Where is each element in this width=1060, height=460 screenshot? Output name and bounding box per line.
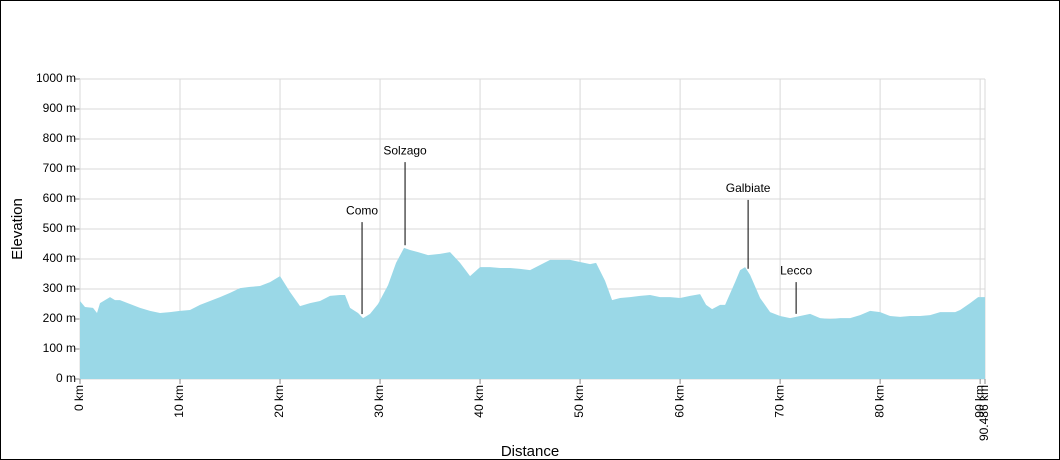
annotation-label: Lecco bbox=[780, 263, 812, 277]
x-tick-label: 0 km bbox=[72, 385, 86, 411]
annotation-label: Como bbox=[346, 203, 378, 217]
x-tick-label: 80 km bbox=[872, 385, 886, 418]
y-tick-label: 600 m bbox=[43, 191, 76, 205]
y-tick-label: 900 m bbox=[43, 101, 76, 115]
y-axis-title: Elevation bbox=[9, 198, 26, 260]
annotation-label: Solzago bbox=[383, 143, 427, 157]
x-tick-label: 30 km bbox=[372, 385, 386, 418]
y-tick-label: 700 m bbox=[43, 161, 76, 175]
x-tick-label: 90.486 km bbox=[977, 385, 991, 441]
annotation-label: Galbiate bbox=[726, 181, 771, 195]
y-tick-label: 0 m bbox=[56, 371, 76, 385]
y-tick-label: 1000 m bbox=[36, 71, 76, 85]
y-tick-label: 500 m bbox=[43, 221, 76, 235]
y-tick-label: 100 m bbox=[43, 341, 76, 355]
elevation-area bbox=[80, 247, 985, 379]
x-tick-label: 50 km bbox=[572, 385, 586, 418]
x-tick-label: 90 km bbox=[972, 385, 986, 418]
x-tick-label: 60 km bbox=[672, 385, 686, 418]
x-tick-label: 40 km bbox=[472, 385, 486, 418]
x-tick-label: 20 km bbox=[272, 385, 286, 418]
x-tick-label: 10 km bbox=[172, 385, 186, 418]
y-tick-label: 200 m bbox=[43, 311, 76, 325]
x-axis-title: Distance bbox=[501, 443, 559, 460]
y-tick-label: 800 m bbox=[43, 131, 76, 145]
y-tick-label: 400 m bbox=[43, 251, 76, 265]
y-tick-label: 300 m bbox=[43, 281, 76, 295]
x-tick-label: 70 km bbox=[772, 385, 786, 418]
